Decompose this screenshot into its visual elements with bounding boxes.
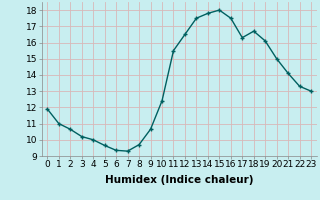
X-axis label: Humidex (Indice chaleur): Humidex (Indice chaleur) — [105, 175, 253, 185]
